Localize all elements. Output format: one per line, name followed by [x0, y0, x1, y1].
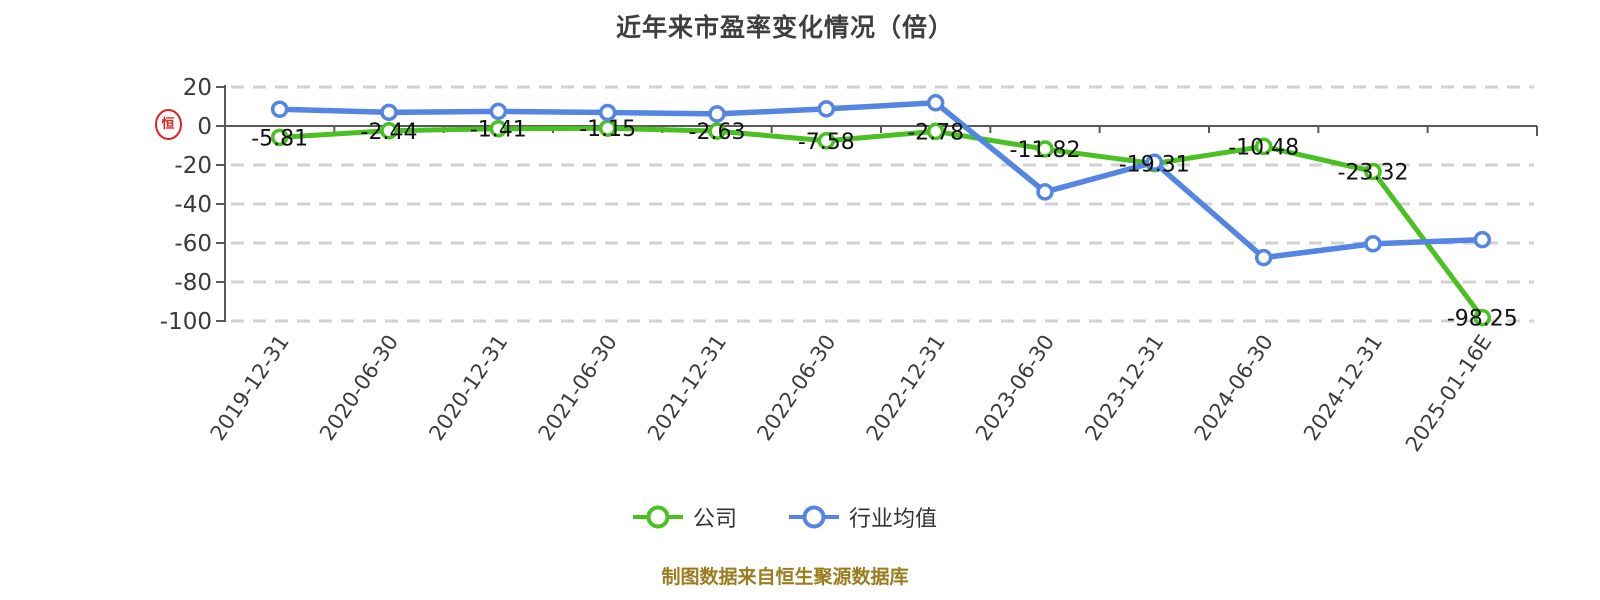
legend-marker-icon [789, 505, 839, 529]
legend-label: 公司 [692, 507, 737, 532]
company-point[interactable] [1254, 137, 1273, 156]
x-axis-label: 2021-06-30 [534, 330, 622, 445]
legend-item-company[interactable]: 公司 [632, 501, 737, 533]
industry-point[interactable] [708, 105, 726, 123]
legend: 公司 行业均值 [0, 501, 1570, 533]
company-point[interactable] [1036, 140, 1054, 158]
seal-character: 恒 [154, 108, 182, 140]
data-label: -2.78 [907, 120, 964, 145]
company-point[interactable] [817, 132, 836, 150]
industry-line [276, 100, 1486, 261]
legend-item-industry[interactable]: 行业均值 [789, 501, 937, 533]
data-label: -11.82 [1010, 138, 1081, 163]
data-label: -19.31 [1119, 153, 1190, 178]
company-point[interactable] [270, 128, 289, 147]
chart-title: 近年来市盈率变化情况（倍） [615, 13, 954, 42]
x-axis-label: 2020-06-30 [315, 330, 403, 445]
industry-point[interactable] [1036, 183, 1054, 201]
industry-point[interactable] [1364, 235, 1382, 253]
data-label: -7.58 [798, 130, 855, 155]
y-axis-label: -100 [160, 309, 212, 335]
industry-point[interactable] [817, 100, 836, 118]
company-point[interactable] [1364, 162, 1382, 181]
y-axis-label: -20 [174, 153, 212, 179]
x-axis-label: 2024-06-30 [1190, 330, 1278, 445]
industry-point[interactable] [270, 100, 289, 118]
data-label: -2.44 [361, 120, 418, 145]
data-source-note: 制图数据来自恒生聚源数据库 [661, 566, 909, 588]
company-point[interactable] [926, 122, 945, 141]
y-axis-label: -40 [174, 192, 212, 218]
industry-point[interactable] [380, 103, 398, 122]
x-axis-label: 2023-12-31 [1080, 330, 1168, 445]
company-point[interactable] [380, 122, 398, 140]
x-axis-label: 2022-12-31 [862, 330, 950, 445]
data-label: -23.32 [1338, 160, 1409, 185]
company-line [277, 125, 1485, 321]
industry-point[interactable] [926, 94, 945, 112]
y-axis-label: 0 [197, 114, 212, 140]
x-axis-label: 2019-12-31 [206, 330, 294, 445]
data-label: -2.63 [689, 120, 746, 145]
legend-label: 行业均值 [849, 507, 938, 532]
y-axis-label: -80 [174, 270, 212, 296]
y-axis-label: 20 [183, 75, 212, 101]
x-axis-label: 2021-12-31 [643, 330, 731, 445]
company-point[interactable] [708, 122, 726, 140]
data-label: -5.81 [251, 126, 308, 151]
hengsheng-seal-icon: 恒 [154, 106, 182, 142]
company-point[interactable] [489, 119, 508, 138]
data-label: -1.41 [470, 118, 527, 143]
x-axis-label: 2025-01-16E [1401, 330, 1497, 456]
company-point[interactable] [1473, 308, 1492, 327]
x-axis-label: 2020-12-31 [424, 330, 512, 445]
legend-marker-icon [632, 505, 683, 529]
x-axis-label: 2023-06-30 [971, 330, 1059, 445]
data-label: -10.48 [1228, 135, 1299, 160]
industry-point[interactable] [598, 103, 617, 122]
industry-point[interactable] [1254, 248, 1273, 267]
data-label: -1.15 [579, 117, 636, 142]
y-axis-label: -60 [174, 231, 212, 257]
x-axis-label: 2022-06-30 [752, 330, 840, 445]
industry-point[interactable] [1145, 153, 1164, 172]
x-axis-label: 2024-12-31 [1299, 330, 1387, 445]
industry-point[interactable] [1473, 230, 1492, 249]
industry-point[interactable] [489, 102, 508, 121]
data-label: -98.25 [1447, 307, 1518, 332]
